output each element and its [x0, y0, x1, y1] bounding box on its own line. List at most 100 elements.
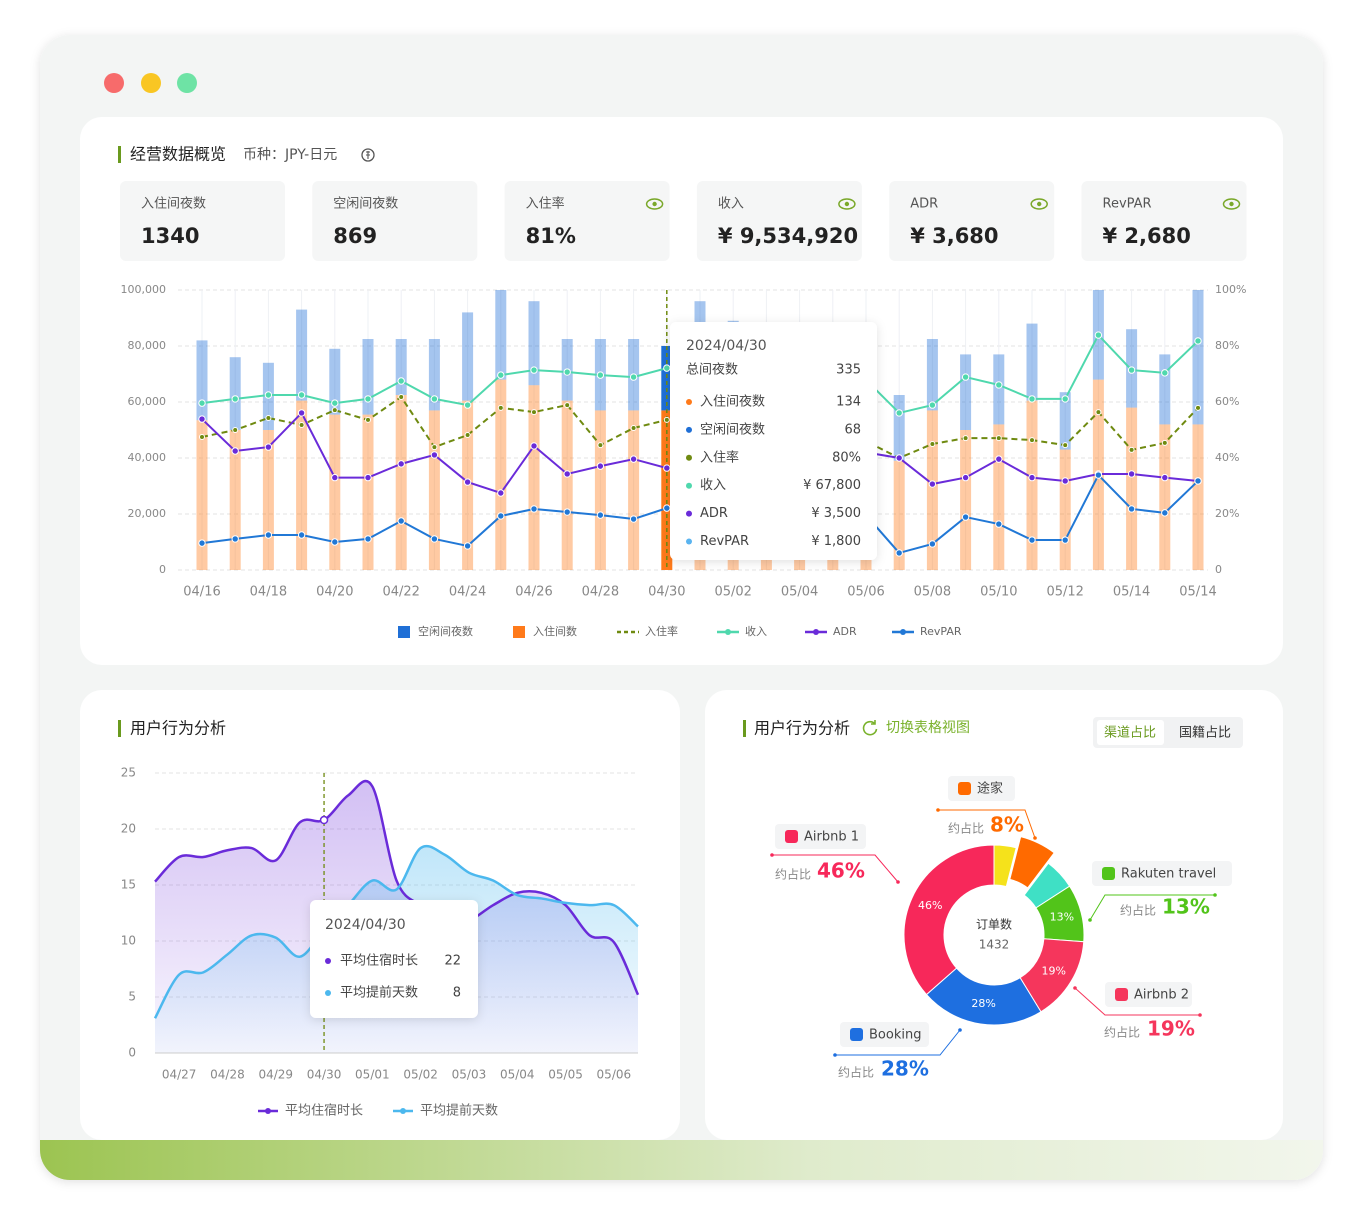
- tooltip-value: 8: [453, 986, 461, 1001]
- kpi-label: RevPAR: [1103, 197, 1152, 212]
- bar: [594, 410, 606, 570]
- y-tick-label: 60,000: [128, 395, 167, 408]
- point: [497, 404, 504, 411]
- bar: [926, 339, 938, 411]
- bar: [329, 414, 341, 570]
- callout-value: 28%: [881, 1057, 929, 1081]
- currency-switch[interactable]: [361, 148, 375, 162]
- legend-label: RevPAR: [920, 625, 962, 638]
- visibility-toggle[interactable]: [1030, 198, 1048, 210]
- bar: [993, 424, 1005, 570]
- legend-label: 平均提前天数: [420, 1103, 498, 1119]
- visibility-toggle[interactable]: [838, 198, 856, 210]
- point: [564, 402, 571, 409]
- currency-icon: [366, 151, 370, 159]
- point: [895, 549, 903, 557]
- tooltip-value: 68: [844, 422, 861, 437]
- point: [563, 508, 571, 516]
- tooltip-title: 2024/04/30: [325, 917, 406, 933]
- point: [1061, 536, 1069, 544]
- x-tick-label: 05/06: [847, 585, 884, 600]
- window-maximize[interactable]: [177, 73, 197, 93]
- callout-line: [1089, 894, 1215, 921]
- tooltip: [310, 900, 478, 1018]
- callout-name: Airbnb 1: [804, 830, 859, 845]
- point: [1194, 337, 1202, 345]
- legend-label: 收入: [745, 624, 767, 638]
- tab[interactable]: 渠道占比: [1104, 726, 1156, 741]
- point: [1094, 331, 1103, 339]
- x-tick-label: 05/05: [548, 1068, 583, 1082]
- visibility-toggle[interactable]: [645, 198, 664, 210]
- tab[interactable]: 国籍占比: [1179, 725, 1231, 741]
- point: [962, 435, 969, 442]
- legend-label: 入住间数: [533, 624, 577, 638]
- tooltip-value: ¥ 1,800: [811, 534, 861, 549]
- bar: [1192, 424, 1204, 570]
- point: [397, 377, 405, 385]
- point: [597, 442, 604, 449]
- point: [198, 539, 206, 547]
- x-tick-label: 04/22: [382, 585, 419, 600]
- bar: [362, 339, 374, 415]
- bar: [428, 339, 440, 411]
- tooltip-label: 总间夜数: [686, 363, 738, 378]
- section-marker: [118, 146, 121, 163]
- bar: [395, 395, 407, 570]
- legend-swatch: [900, 629, 906, 635]
- window-minimize[interactable]: [141, 73, 161, 93]
- pie-slice: [1009, 836, 1055, 889]
- bar: [428, 410, 440, 570]
- callout-prefix: 约占比: [1120, 903, 1156, 918]
- refresh-icon[interactable]: [862, 720, 878, 736]
- tooltip-label: ADR: [700, 506, 728, 521]
- window-close[interactable]: [104, 73, 124, 93]
- point: [961, 373, 970, 381]
- y2-tick-label: 0: [1215, 563, 1222, 576]
- footer-bar: [40, 1140, 1323, 1180]
- point: [1061, 477, 1069, 485]
- bar: [495, 290, 507, 380]
- bar: [196, 420, 208, 570]
- bar: [960, 354, 972, 430]
- point: [198, 415, 206, 423]
- legend-swatch: [265, 1108, 271, 1114]
- point: [530, 366, 538, 374]
- slice-label: 46%: [918, 899, 942, 912]
- callout-prefix: 约占比: [948, 821, 984, 836]
- visibility-toggle[interactable]: [1222, 198, 1241, 210]
- point: [630, 425, 637, 432]
- tooltip-dot: [686, 454, 692, 461]
- callout-dot: [1198, 1013, 1202, 1017]
- point: [596, 371, 605, 379]
- point: [463, 478, 472, 486]
- point: [430, 451, 439, 459]
- kpi-card: [696, 181, 862, 261]
- tooltip-dot: [686, 510, 692, 517]
- callout-dot: [958, 1028, 962, 1032]
- point: [264, 531, 273, 539]
- point: [629, 455, 638, 463]
- switch-view-link[interactable]: 切换表格视图: [886, 719, 970, 736]
- y-tick-label: 25: [121, 766, 136, 780]
- point: [497, 512, 505, 520]
- point: [1195, 404, 1201, 411]
- bar: [960, 430, 972, 570]
- point: [1127, 366, 1136, 374]
- pie-slice: [993, 844, 1017, 888]
- point: [995, 435, 1002, 442]
- bar: [462, 312, 474, 401]
- point: [231, 447, 239, 455]
- slice-label: 13%: [1050, 911, 1074, 924]
- bar: [893, 460, 905, 570]
- callout-value: 13%: [1162, 895, 1210, 919]
- visibility-icon: [1037, 201, 1042, 207]
- x-tick-label: 04/28: [210, 1068, 245, 1082]
- tooltip-label: 入住间夜数: [700, 395, 765, 410]
- bar: [1159, 424, 1171, 570]
- line: [153, 844, 639, 1019]
- tooltip-value: 335: [836, 363, 861, 378]
- bar: [229, 357, 241, 430]
- tooltip-label: 平均住宿时长: [340, 953, 418, 969]
- section-marker: [118, 720, 121, 737]
